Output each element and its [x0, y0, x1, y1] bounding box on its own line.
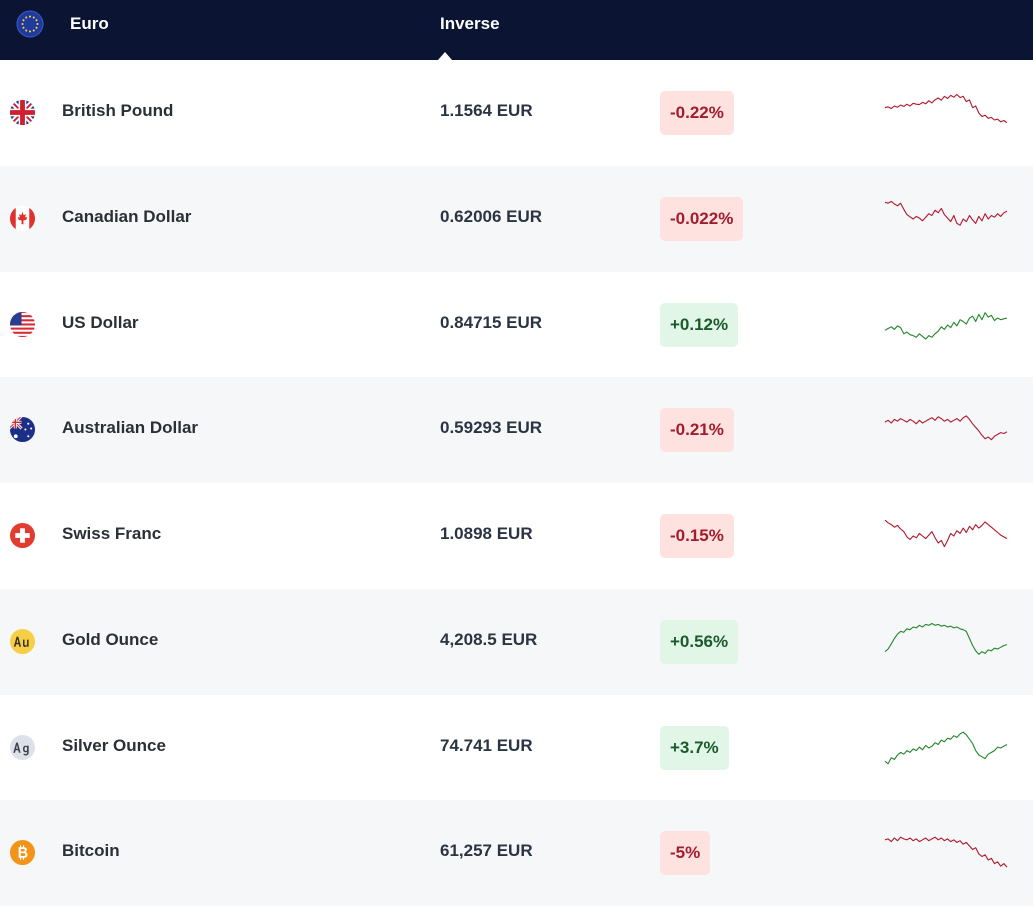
- sparkline-path: [884, 836, 1008, 868]
- sparkline-path: [884, 200, 1008, 226]
- exchange-rate: 0.62006 EUR: [440, 206, 543, 226]
- sparkline-path: [884, 311, 1008, 340]
- sparkline-chart: [884, 415, 1008, 441]
- base-currency-label[interactable]: Euro: [70, 14, 109, 33]
- currency-row-canadian-dollar[interactable]: Canadian Dollar 0.62006 EUR -0.022%: [0, 165, 1033, 272]
- currency-row-british-pound[interactable]: British Pound 1.1564 EUR -0.22%: [0, 60, 1033, 166]
- currency-name[interactable]: Australian Dollar: [62, 418, 199, 438]
- exchange-rate: 1.1564 EUR: [440, 101, 533, 120]
- sparkline-chart: [884, 200, 1008, 226]
- exchange-rate: 61,257 EUR: [440, 841, 533, 861]
- exchange-rate: 4,208.5 EUR: [440, 629, 538, 649]
- sparkline-path: [884, 93, 1008, 124]
- sparkline-path: [884, 415, 1008, 441]
- change-badge: +0.56%: [660, 619, 739, 664]
- swiss-cross-icon: [9, 522, 36, 549]
- change-badge: -5%: [660, 831, 711, 876]
- currency-list: British Pound 1.1564 EUR -0.22% Canadian…: [0, 60, 1033, 906]
- exchange-rate: 0.84715 EUR: [440, 312, 543, 332]
- change-badge: +0.12%: [660, 302, 739, 347]
- header-bar: Euro Inverse: [0, 0, 1033, 60]
- currency-name[interactable]: British Pound: [62, 101, 174, 120]
- exchange-rate: 1.0898 EUR: [440, 524, 533, 543]
- sparkline-path: [884, 519, 1008, 548]
- gold-au-icon: [9, 628, 36, 654]
- eu-flag-icon: [16, 10, 44, 38]
- sparkline-chart: [884, 93, 1008, 124]
- currency-name[interactable]: Gold Ounce: [62, 629, 159, 649]
- change-badge: -0.21%: [660, 408, 734, 453]
- currency-name[interactable]: US Dollar: [62, 312, 139, 332]
- change-badge: -0.22%: [660, 91, 734, 135]
- silver-ag-icon: [9, 734, 36, 760]
- currency-name[interactable]: Canadian Dollar: [62, 206, 192, 226]
- currency-row-swiss-franc[interactable]: Swiss Franc 1.0898 EUR -0.15%: [0, 483, 1033, 589]
- sparkline-chart: [884, 311, 1008, 340]
- change-badge: -0.022%: [660, 196, 744, 241]
- sparkline-chart: [884, 622, 1008, 655]
- active-indicator-caret: [438, 52, 452, 60]
- sparkline-path: [884, 622, 1008, 655]
- currency-row-silver-ounce[interactable]: Silver Ounce 74.741 EUR +3.7%: [0, 694, 1033, 801]
- sparkline-chart: [884, 519, 1008, 548]
- sparkline-chart: [884, 731, 1008, 764]
- uk-flag-icon: [9, 99, 36, 126]
- sparkline-chart: [884, 836, 1008, 868]
- canada-flag-icon: [9, 205, 36, 231]
- bitcoin-icon: [9, 840, 36, 866]
- currency-row-us-dollar[interactable]: US Dollar 0.84715 EUR +0.12%: [0, 271, 1033, 378]
- change-badge: -0.15%: [660, 514, 734, 558]
- australia-flag-icon: [9, 417, 36, 443]
- currency-name[interactable]: Silver Ounce: [62, 735, 166, 755]
- currency-row-bitcoin[interactable]: Bitcoin 61,257 EUR -5%: [0, 800, 1033, 906]
- exchange-rate: 0.59293 EUR: [440, 418, 543, 438]
- currency-name[interactable]: Swiss Franc: [62, 524, 162, 543]
- currency-row-australian-dollar[interactable]: Australian Dollar 0.59293 EUR -0.21%: [0, 377, 1033, 483]
- change-badge: +3.7%: [660, 725, 729, 770]
- sparkline-path: [884, 731, 1008, 764]
- currency-name[interactable]: Bitcoin: [62, 841, 120, 861]
- us-flag-icon: [9, 311, 36, 337]
- inverse-toggle[interactable]: Inverse: [440, 14, 500, 33]
- currency-row-gold-ounce[interactable]: Gold Ounce 4,208.5 EUR +0.56%: [0, 588, 1033, 695]
- exchange-rate: 74.741 EUR: [440, 735, 533, 755]
